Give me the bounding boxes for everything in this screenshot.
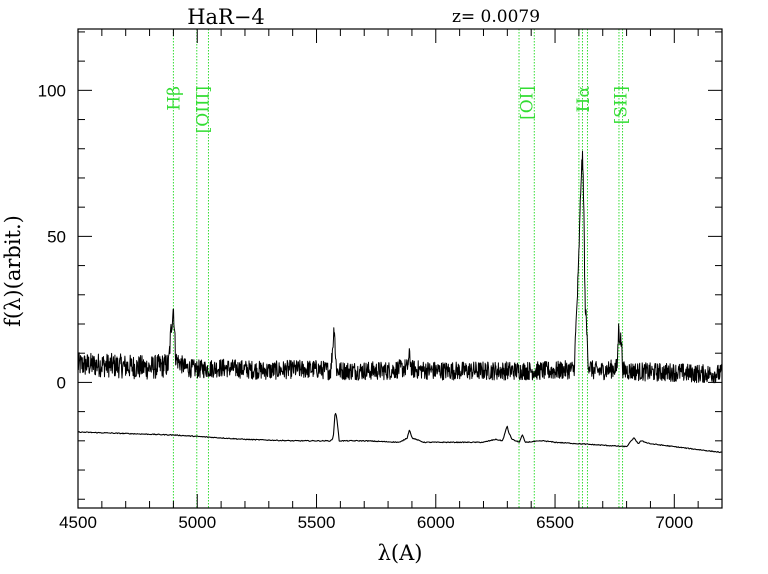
y-axis-label: f(λ)(arbit.) xyxy=(1,215,25,327)
marker-label-2: [OI] xyxy=(518,86,538,120)
marker-label-4: [SII] xyxy=(612,86,632,124)
marker-label-3: Hα xyxy=(574,85,594,112)
marker-label-1: [OIII] xyxy=(194,86,214,133)
redshift-label: z= 0.0079 xyxy=(452,7,540,27)
plot-frame xyxy=(77,28,723,509)
spectrum-series xyxy=(77,150,723,454)
x-tick-label: 6500 xyxy=(536,513,574,532)
x-tick-label: 4500 xyxy=(59,513,97,532)
emission-line-labels: Hβ [OIII] [OI] Hα [SII] xyxy=(164,85,631,133)
spectrum-line-0 xyxy=(77,150,723,384)
y-tick-label: 0 xyxy=(57,373,66,392)
x-tick-label: 5500 xyxy=(298,513,336,532)
x-tick-label: 6000 xyxy=(417,513,455,532)
spectrum-line-1 xyxy=(77,412,722,454)
emission-line-markers xyxy=(172,29,624,508)
chart-title: HaR−4 xyxy=(187,5,265,29)
y-tick-label: 50 xyxy=(47,227,66,246)
x-tick-label: 5000 xyxy=(178,513,216,532)
x-tick-label: 7000 xyxy=(655,513,693,532)
x-axis-label: λ(A) xyxy=(378,541,423,565)
marker-label-0: Hβ xyxy=(164,86,184,111)
axis-ticks: 4500 5000 5500 6000 6500 7000 0 50 100 xyxy=(38,29,723,532)
y-tick-label: 100 xyxy=(38,81,66,100)
